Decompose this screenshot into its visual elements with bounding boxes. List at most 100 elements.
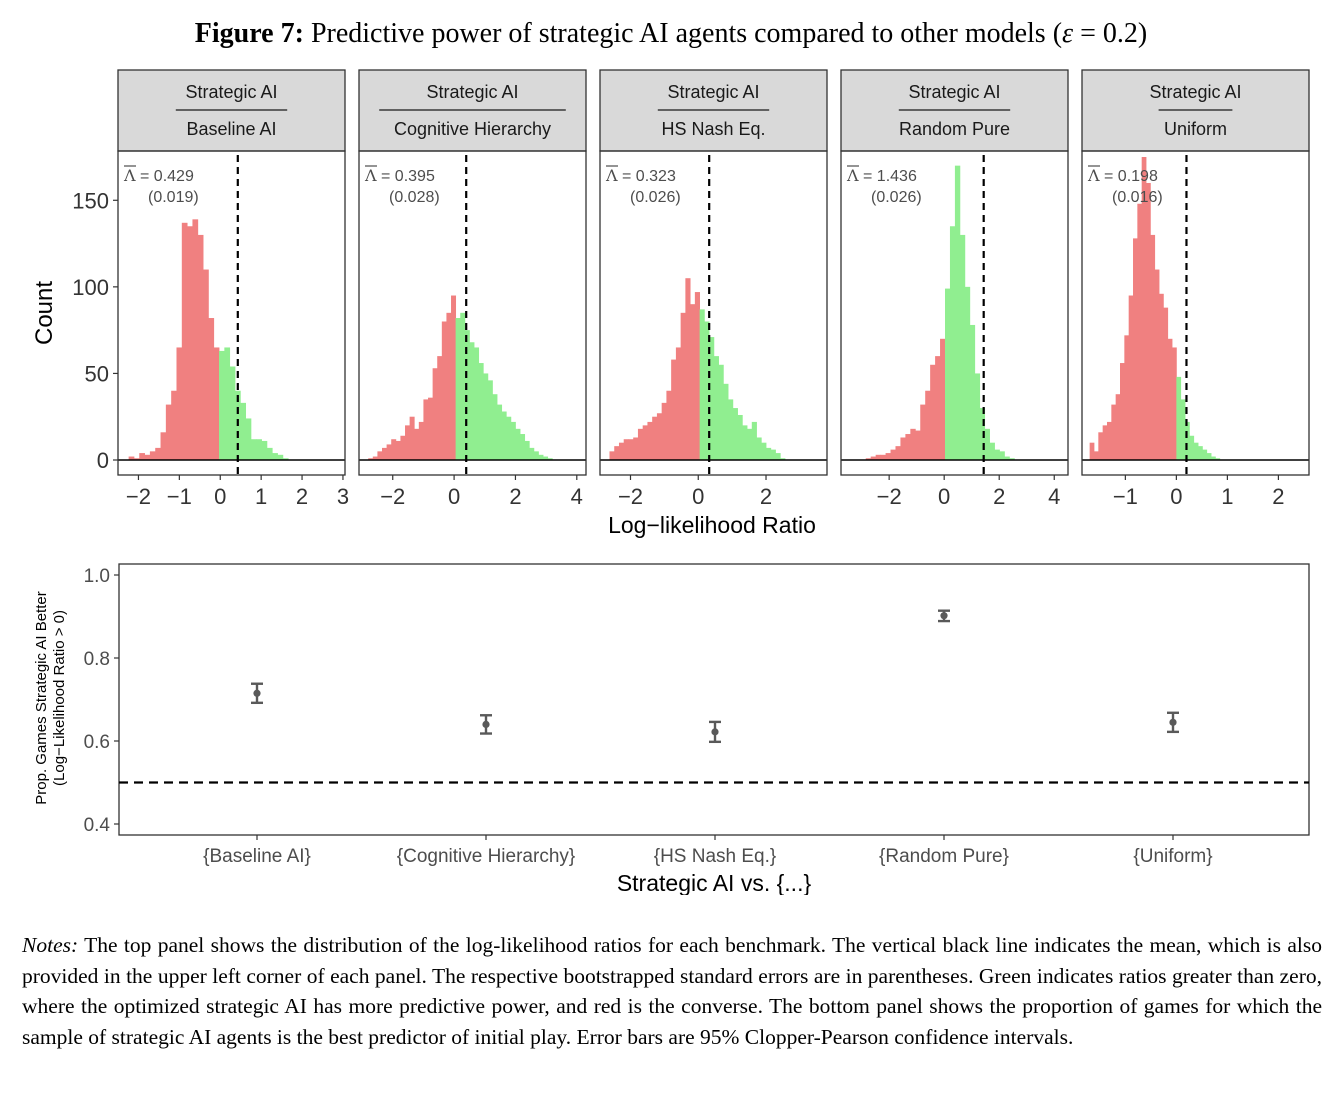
histogram-bar xyxy=(1093,451,1099,460)
histogram-bar xyxy=(671,359,677,460)
facet-strip-numerator: Strategic AI xyxy=(185,82,277,102)
histogram-bar xyxy=(437,356,443,460)
histogram-bar xyxy=(529,447,535,460)
histogram-bar xyxy=(533,451,539,460)
histogram-bar xyxy=(1115,394,1121,460)
histogram-bar xyxy=(266,447,273,460)
x-axis-label: Log−likelihood Ratio xyxy=(608,512,816,538)
histogram-bar xyxy=(699,309,705,460)
data-point xyxy=(253,689,261,697)
x-tick-label: −2 xyxy=(618,484,643,509)
histogram-bar xyxy=(451,295,457,460)
histogram-bar xyxy=(492,394,498,460)
x-tick-label: 0 xyxy=(938,484,950,509)
histogram-bar xyxy=(208,318,215,460)
histogram-bar xyxy=(455,318,461,460)
histogram-bar xyxy=(515,428,521,460)
histogram-bar xyxy=(880,454,886,460)
notes-text: The top panel shows the distribution of … xyxy=(22,933,1322,1049)
histogram-bar xyxy=(959,234,966,460)
data-point xyxy=(1169,718,1177,726)
facet-panel-border xyxy=(358,150,587,476)
histogram-bar xyxy=(382,447,388,460)
histogram-bar xyxy=(139,453,145,460)
x-tick-label: 0 xyxy=(448,484,460,509)
proportion-panel: Prop. Games Strategic AI Better (Log−Lik… xyxy=(33,563,1310,895)
histogram-bar xyxy=(497,404,503,460)
facet-strip-numerator: Strategic AI xyxy=(1149,82,1241,102)
histogram-bar xyxy=(377,451,383,460)
data-point xyxy=(940,612,948,620)
histogram-bar xyxy=(865,458,872,460)
histogram-bar xyxy=(229,366,236,460)
histogram-bar xyxy=(690,304,696,460)
histogram-bar xyxy=(1189,435,1195,460)
mean-value: = 1.436 xyxy=(859,168,917,185)
histogram-bar xyxy=(728,399,734,460)
histogram-bar xyxy=(1193,442,1199,460)
histogram-bar xyxy=(915,430,921,460)
mean-symbol: Λ xyxy=(846,166,859,185)
histogram-bar xyxy=(718,364,724,460)
histogram-bar xyxy=(895,446,901,460)
histogram-bar xyxy=(213,347,220,460)
histogram-bar xyxy=(737,414,743,460)
x-tick-label: 4 xyxy=(1048,484,1060,509)
histogram-bar xyxy=(905,434,911,460)
histogram-bar xyxy=(775,453,781,460)
facet-strip-numerator: Strategic AI xyxy=(908,82,1000,102)
histogram-bar xyxy=(709,337,715,460)
histogram-bar xyxy=(256,439,262,460)
mean-value: = 0.198 xyxy=(1100,168,1158,185)
mean-annotation: Λ = 0.323 xyxy=(605,166,676,185)
histogram-bar xyxy=(761,442,767,460)
data-point xyxy=(482,720,490,728)
histogram-bar xyxy=(666,390,672,460)
histogram-bar xyxy=(618,442,625,460)
histogram-bar xyxy=(900,437,906,460)
histogram-bar xyxy=(543,456,549,460)
histogram-bar xyxy=(964,286,971,460)
histogram-bar xyxy=(920,404,926,460)
histogram-bar xyxy=(979,408,986,460)
histogram-bar xyxy=(474,347,480,460)
facet-strip-numerator: Strategic AI xyxy=(426,82,518,102)
histogram-bar xyxy=(614,446,620,460)
histogram-bar xyxy=(1154,269,1160,460)
histogram-bar xyxy=(661,402,667,460)
histogram-bar xyxy=(1163,307,1169,460)
histogram-bar xyxy=(133,458,140,460)
histogram-panel: Count Log−likelihood Ratio 050100150Stra… xyxy=(31,69,1310,538)
facet-strip-denominator: Baseline AI xyxy=(186,119,276,139)
x-tick-label: −2 xyxy=(877,484,902,509)
mean-symbol: Λ xyxy=(364,166,377,185)
histogram-bar xyxy=(1159,293,1164,460)
y-tick-label: 0.4 xyxy=(84,815,111,836)
histogram-bar xyxy=(930,364,936,460)
histogram-bar xyxy=(187,226,193,460)
mean-symbol: Λ xyxy=(123,166,136,185)
facet-panel-border xyxy=(117,150,346,476)
histogram-bar xyxy=(989,442,995,460)
y-tick-label: 0 xyxy=(97,448,109,473)
y-tick-label: 150 xyxy=(72,188,109,213)
histogram-bar xyxy=(409,416,415,460)
histogram-bar xyxy=(890,449,896,460)
x-tick-label: {Baseline AI} xyxy=(203,846,311,867)
x-tick-label: −1 xyxy=(1113,484,1138,509)
histogram-bar xyxy=(446,312,452,460)
x-tick-label: {Random Pure} xyxy=(879,846,1009,867)
histogram-bar xyxy=(1133,238,1138,460)
x-tick-label: {HS Nash Eq.} xyxy=(654,846,777,867)
histogram-bar xyxy=(647,421,653,460)
histogram-bar xyxy=(1211,456,1216,460)
histogram-bar xyxy=(940,338,946,460)
histogram-bar xyxy=(372,456,378,460)
facet-strip-numerator: Strategic AI xyxy=(667,82,759,102)
histogram-bar xyxy=(1202,449,1208,460)
x-tick-label: 1 xyxy=(1221,484,1233,509)
x-tick-label: 2 xyxy=(760,484,772,509)
histogram-bar xyxy=(1004,456,1010,460)
figure-title-text: Predictive power of strategic AI agents … xyxy=(310,18,1063,49)
facet-panel-border xyxy=(840,150,1069,476)
